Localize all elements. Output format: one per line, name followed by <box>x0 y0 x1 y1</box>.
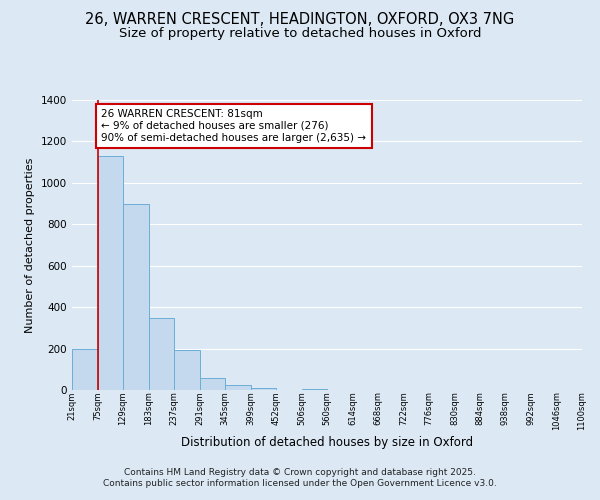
Bar <box>251 388 276 390</box>
Text: 26 WARREN CRESCENT: 81sqm
← 9% of detached houses are smaller (276)
90% of semi-: 26 WARREN CRESCENT: 81sqm ← 9% of detach… <box>101 110 367 142</box>
Text: 26, WARREN CRESCENT, HEADINGTON, OXFORD, OX3 7NG: 26, WARREN CRESCENT, HEADINGTON, OXFORD,… <box>85 12 515 28</box>
Text: Size of property relative to detached houses in Oxford: Size of property relative to detached ho… <box>119 28 481 40</box>
Bar <box>97 156 123 390</box>
Bar <box>72 348 97 390</box>
Bar <box>174 350 199 390</box>
Bar <box>123 204 149 390</box>
X-axis label: Distribution of detached houses by size in Oxford: Distribution of detached houses by size … <box>181 436 473 449</box>
Bar <box>149 318 174 390</box>
Text: Contains HM Land Registry data © Crown copyright and database right 2025.
Contai: Contains HM Land Registry data © Crown c… <box>103 468 497 487</box>
Y-axis label: Number of detached properties: Number of detached properties <box>25 158 35 332</box>
Bar <box>302 389 327 390</box>
Bar <box>199 378 225 390</box>
Bar <box>225 385 251 390</box>
